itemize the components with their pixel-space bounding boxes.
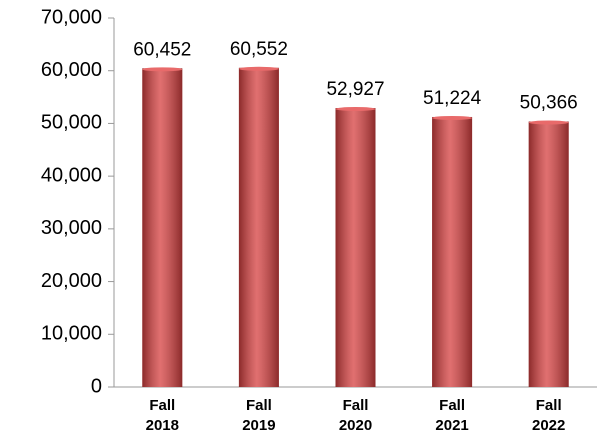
- y-tick-label: 20,000: [41, 270, 102, 292]
- x-tick-label: Fall 2019: [242, 397, 276, 434]
- y-tick-label: 40,000: [41, 164, 102, 186]
- bar-shade: [335, 107, 376, 388]
- bar-cap: [432, 115, 473, 120]
- data-label: 52,927: [326, 79, 384, 100]
- bar-cap: [238, 66, 279, 71]
- y-tick-label: 50,000: [41, 112, 102, 134]
- y-tick-label: 70,000: [41, 6, 102, 28]
- x-tick-label: Fall 2020: [338, 397, 373, 434]
- bar-shade: [142, 68, 183, 387]
- bar-shade: [528, 121, 569, 387]
- y-tick-label: 10,000: [41, 323, 102, 345]
- x-tick-label: Fall 2018: [145, 397, 179, 434]
- data-label: 60,452: [133, 39, 191, 60]
- data-label: 50,366: [520, 93, 578, 114]
- data-label: 51,224: [423, 88, 482, 109]
- bar-cap: [335, 106, 376, 111]
- y-tick-label: 30,000: [41, 217, 102, 239]
- bar-cap: [142, 67, 183, 72]
- bar-cap: [528, 120, 569, 125]
- x-tick-label: Fall 2022: [532, 397, 566, 434]
- x-tick-label: Fall 2021: [435, 397, 469, 434]
- y-tick-label: 0: [91, 375, 102, 397]
- data-label: 60,552: [230, 39, 288, 60]
- bar-shade: [238, 67, 279, 388]
- y-tick-label: 60,000: [41, 59, 102, 81]
- bar-shade: [432, 116, 473, 387]
